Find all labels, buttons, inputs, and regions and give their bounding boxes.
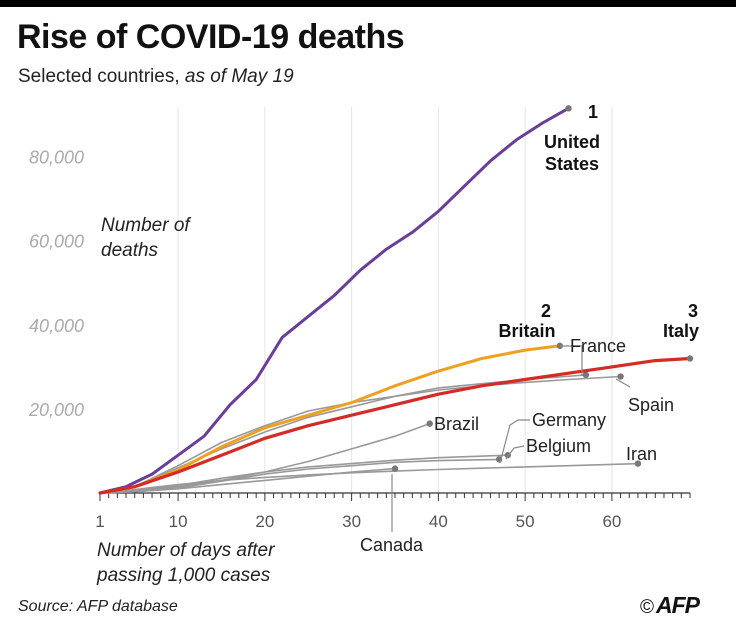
y-axis-label: deaths xyxy=(101,240,159,261)
x-axis xyxy=(99,492,691,501)
subtitle-date: as of May 19 xyxy=(184,66,294,87)
series-label-france: France xyxy=(570,336,626,356)
y-tick-label: 80,000 xyxy=(29,148,84,168)
x-tick-label: 40 xyxy=(429,512,448,531)
top-bar xyxy=(0,0,736,7)
y-tick-label: 40,000 xyxy=(29,316,84,336)
series-end-dot-italy xyxy=(686,355,694,362)
leader-line-belgium xyxy=(505,445,525,460)
y-tick-labels: 20,000 40,000 60,000 80,000 xyxy=(28,148,84,420)
series-line-france xyxy=(99,374,587,494)
series-label-us: States xyxy=(545,154,599,174)
series-rank-us: 1 xyxy=(588,102,598,122)
series-line-belgium xyxy=(99,454,509,494)
y-tick-label: 60,000 xyxy=(29,232,84,252)
series-line-canada xyxy=(99,467,396,494)
series-label-germany: Germany xyxy=(532,410,606,430)
series-end-dot-iran xyxy=(634,460,642,467)
x-tick-label: 60 xyxy=(602,512,621,531)
series-label-spain: Spain xyxy=(628,395,674,415)
x-tick-labels: 1 10 20 30 40 50 60 xyxy=(95,512,621,531)
series-line-britain xyxy=(98,344,562,495)
chart-title: Rise of COVID-19 deaths xyxy=(17,18,405,56)
source-note: Source: AFP database xyxy=(18,598,178,615)
chart-subtitle: Selected countries, as of May 19 xyxy=(18,66,294,88)
series-end-dot-us xyxy=(565,105,572,112)
axis-labels: Number of deaths Number of days after passi… xyxy=(96,215,275,586)
series-label-italy: Italy xyxy=(663,321,699,341)
copyright-symbol: © xyxy=(640,597,654,618)
leader-line-germany xyxy=(499,419,530,464)
series-rank-italy: 3 xyxy=(688,301,698,321)
y-axis-label: Number of xyxy=(101,215,191,236)
x-tick-label: 1 xyxy=(95,512,104,531)
series-end-dot-france xyxy=(582,371,590,379)
series-end-dot-britain xyxy=(556,342,564,350)
x-tick-label: 10 xyxy=(169,512,188,531)
x-tick-label: 50 xyxy=(516,512,535,531)
x-tick-label: 30 xyxy=(342,512,361,531)
x-axis-label: passing 1,000 cases xyxy=(96,565,271,586)
series-label-britain: Britain xyxy=(498,321,555,341)
series-lines xyxy=(98,105,694,495)
series-end-dot-canada xyxy=(391,465,399,472)
leader-line-spain xyxy=(615,378,631,388)
series-label-canada: Canada xyxy=(360,535,424,555)
logo-text: AFP xyxy=(656,592,700,618)
series-line-us xyxy=(98,106,570,495)
series-end-dot-spain xyxy=(617,373,624,380)
subtitle-text: Selected countries, xyxy=(18,66,185,87)
series-label-us: United xyxy=(544,132,600,152)
series-label-belgium: Belgium xyxy=(526,436,591,456)
series-rank-britain: 2 xyxy=(541,301,551,321)
leader-line-france xyxy=(560,345,583,376)
series-line-italy xyxy=(98,356,692,495)
series-end-dot-brazil xyxy=(426,420,433,427)
x-tick-label: 20 xyxy=(255,512,274,531)
y-tick-label: 20,000 xyxy=(28,400,84,420)
afp-logo: © AFP xyxy=(640,592,700,619)
series-label-iran: Iran xyxy=(626,444,657,464)
x-axis-label: Number of days after xyxy=(97,540,275,561)
series-label-brazil: Brazil xyxy=(434,414,479,434)
